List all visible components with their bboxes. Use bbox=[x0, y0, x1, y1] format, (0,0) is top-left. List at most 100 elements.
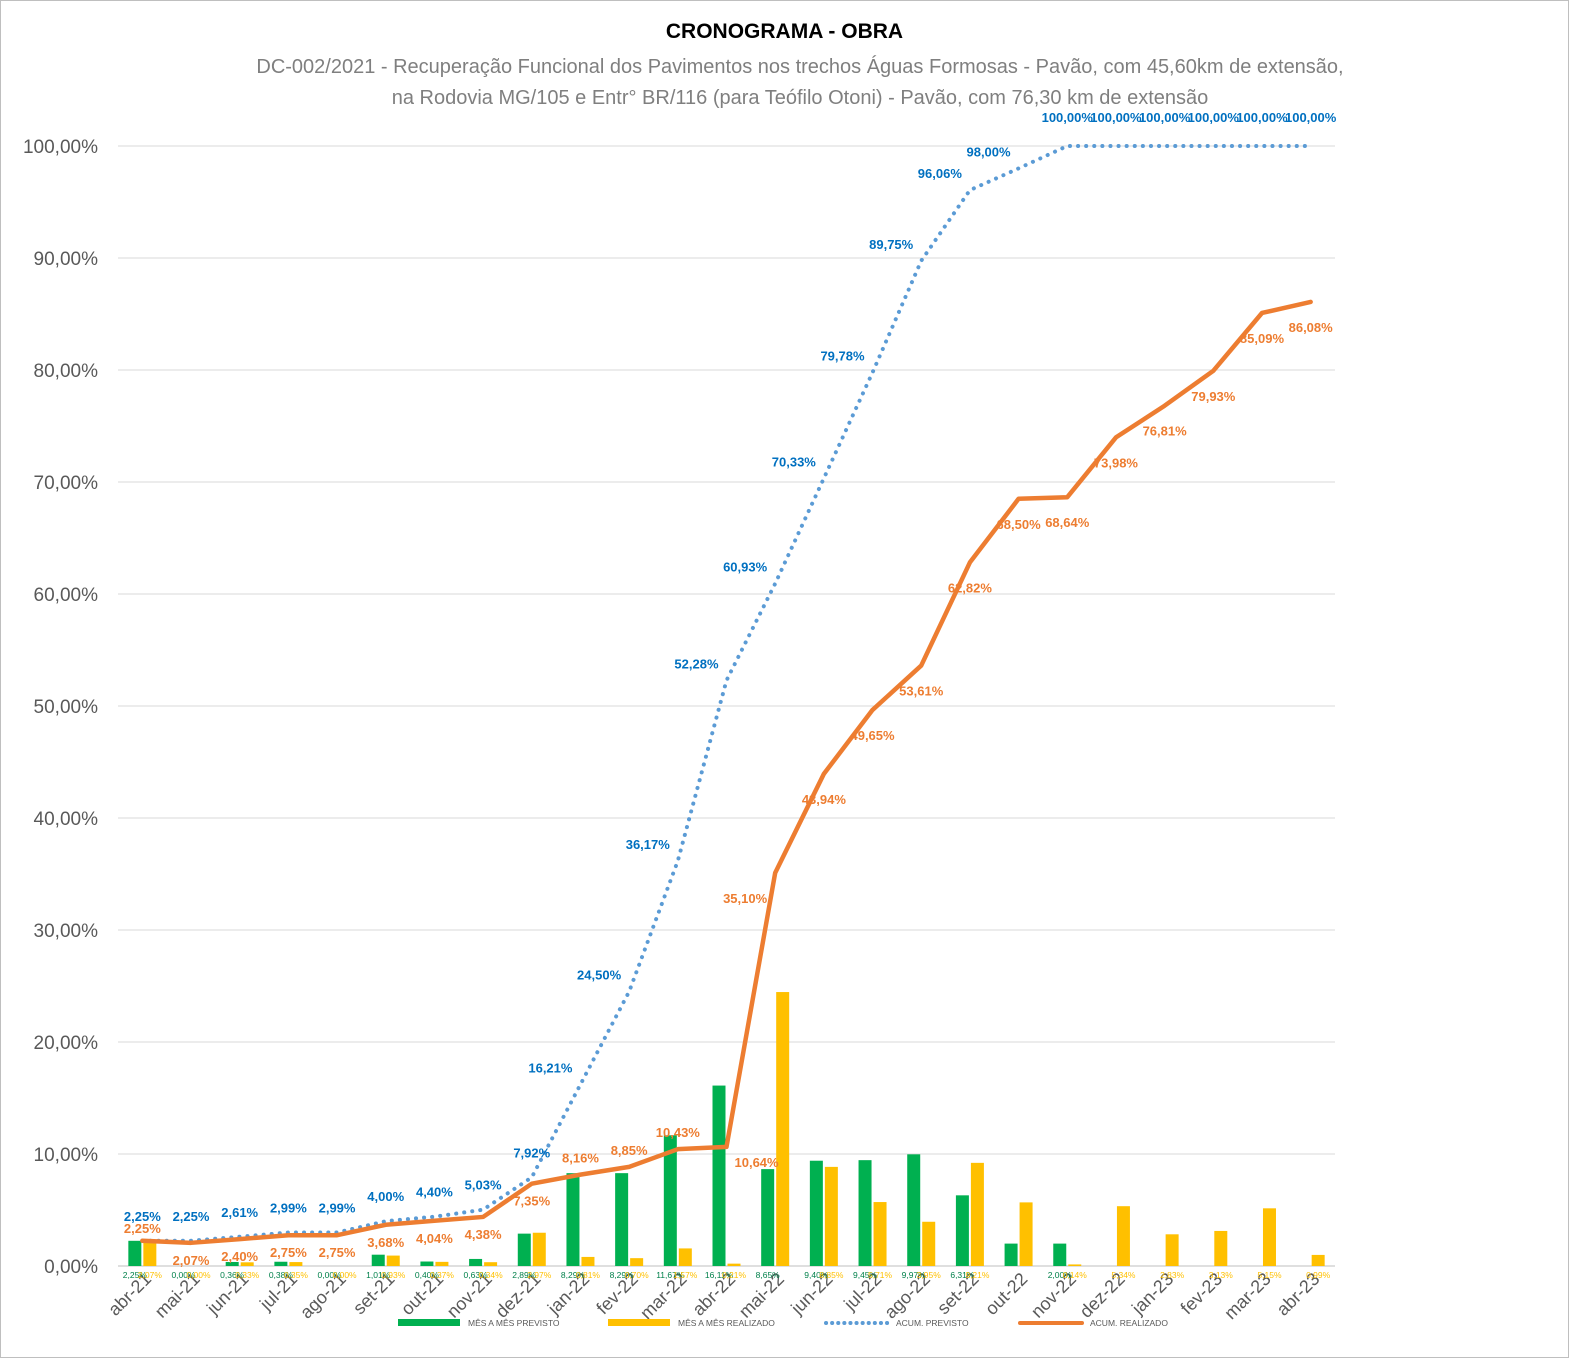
acum-realizado-label: 2,25% bbox=[124, 1221, 161, 1236]
y-tick-label: 30,00% bbox=[34, 921, 99, 942]
acum-previsto-label: 100,00% bbox=[1285, 110, 1337, 125]
bar-data-label: 2,97% bbox=[527, 1270, 552, 1280]
acum-previsto-line bbox=[140, 144, 1313, 1243]
bar-data-label: 8,65% bbox=[756, 1270, 781, 1280]
acum-previsto-label: 60,93% bbox=[723, 560, 768, 575]
acum-realizado-label: 4,04% bbox=[416, 1231, 453, 1246]
bar-data-label: 1,57% bbox=[673, 1270, 698, 1280]
acum-realizado-label: 62,82% bbox=[948, 580, 993, 595]
bar-data-label: 0,93% bbox=[381, 1270, 406, 1280]
acum-realizado-label: 2,07% bbox=[173, 1253, 210, 1268]
acum-previsto-label: 36,17% bbox=[626, 837, 671, 852]
bar bbox=[386, 1255, 400, 1266]
y-tick-label: 60,00% bbox=[34, 585, 99, 606]
legend-label: ACUM. REALIZADO bbox=[1090, 1318, 1168, 1328]
bar-data-label: 16,11% bbox=[705, 1270, 734, 1280]
bar bbox=[630, 1258, 644, 1266]
acum-realizado-label: 68,50% bbox=[997, 517, 1042, 532]
bar bbox=[873, 1202, 887, 1266]
y-tick-label: 40,00% bbox=[34, 809, 99, 830]
bar bbox=[1116, 1206, 1130, 1266]
bar-data-label: 3,95% bbox=[917, 1270, 942, 1280]
bar-data-label: 0,99% bbox=[1306, 1270, 1331, 1280]
bar-data-label: 2,25% bbox=[123, 1270, 148, 1280]
bar-data-label: 2,00% bbox=[1048, 1270, 1073, 1280]
bar bbox=[566, 1173, 580, 1266]
acum-previsto-label: 100,00% bbox=[1188, 110, 1240, 125]
acum-realizado-label: 73,98% bbox=[1094, 455, 1139, 470]
legend-label: MÊS A MÊS REALIZADO bbox=[678, 1318, 775, 1328]
bar bbox=[1165, 1234, 1179, 1266]
bar-data-label: 0,00% bbox=[333, 1270, 358, 1280]
bar-data-label: 0,35% bbox=[284, 1270, 309, 1280]
bars bbox=[128, 992, 1325, 1266]
bar bbox=[435, 1261, 449, 1266]
y-tick-label: 20,00% bbox=[34, 1033, 99, 1054]
acum-previsto-label: 2,61% bbox=[221, 1205, 258, 1220]
y-tick-label: 10,00% bbox=[34, 1145, 99, 1166]
acum-previsto-label: 89,75% bbox=[869, 237, 914, 252]
bar bbox=[1019, 1202, 1033, 1266]
bar-data-label: 9,45% bbox=[853, 1270, 878, 1280]
acum-previsto-label: 7,92% bbox=[513, 1145, 550, 1160]
bar bbox=[858, 1160, 872, 1266]
bar bbox=[517, 1233, 531, 1266]
bar bbox=[776, 992, 790, 1266]
legend-label: MÊS A MÊS PREVISTO bbox=[468, 1318, 560, 1328]
acum-realizado-label: 86,08% bbox=[1289, 320, 1334, 335]
bar bbox=[581, 1256, 595, 1266]
acum-previsto-label: 79,78% bbox=[820, 348, 865, 363]
y-tick-label: 70,00% bbox=[34, 473, 99, 494]
bar bbox=[907, 1154, 921, 1266]
chart-title: CRONOGRAMA - OBRA bbox=[665, 20, 904, 43]
bar-data-label: 9,40% bbox=[804, 1270, 829, 1280]
bar bbox=[1262, 1208, 1276, 1266]
bar-data-label: 0,70% bbox=[625, 1270, 650, 1280]
acum-realizado-label: 8,85% bbox=[611, 1143, 648, 1158]
acum-previsto-label: 70,33% bbox=[772, 454, 817, 469]
acum-previsto-label: 2,25% bbox=[124, 1209, 161, 1224]
bar-data-label: 0,38% bbox=[269, 1270, 294, 1280]
bar bbox=[1214, 1230, 1228, 1266]
bar bbox=[955, 1195, 969, 1266]
bar-data-label: 5,15% bbox=[1257, 1270, 1282, 1280]
acum-realizado-label: 8,16% bbox=[562, 1151, 599, 1166]
bar bbox=[970, 1162, 984, 1266]
acum-realizado-label: 4,38% bbox=[465, 1227, 502, 1242]
acum-previsto-label: 5,03% bbox=[465, 1178, 502, 1193]
bar bbox=[1068, 1264, 1082, 1266]
acum-previsto-label: 52,28% bbox=[674, 656, 719, 671]
legend-swatch bbox=[398, 1319, 460, 1326]
acum-previsto-label: 16,21% bbox=[528, 1060, 573, 1075]
acum-realizado-label: 2,75% bbox=[319, 1245, 356, 1260]
bar bbox=[225, 1261, 239, 1266]
bar-data-label: 0,33% bbox=[235, 1270, 260, 1280]
acum-realizado-line bbox=[140, 299, 1313, 1246]
legend-swatch bbox=[608, 1319, 670, 1326]
bar-data-label: 0,63% bbox=[464, 1270, 489, 1280]
acum-realizado-label: 2,75% bbox=[270, 1245, 307, 1260]
bar-data-label: 2,83% bbox=[1160, 1270, 1185, 1280]
bar bbox=[143, 1242, 157, 1266]
bar bbox=[712, 1085, 726, 1266]
acum-realizado-label: 43,94% bbox=[802, 792, 847, 807]
bar bbox=[615, 1173, 629, 1266]
acum-previsto-label: 2,99% bbox=[319, 1201, 356, 1216]
bar-data-label: 2,07% bbox=[138, 1270, 163, 1280]
y-tick-label: 100,00% bbox=[23, 137, 98, 158]
bar bbox=[809, 1160, 823, 1266]
acum-realizado-label: 76,81% bbox=[1143, 424, 1188, 439]
bar-data-label: 6,31% bbox=[950, 1270, 975, 1280]
bar-data-label: 1,01% bbox=[366, 1270, 391, 1280]
y-tick-label: 0,00% bbox=[44, 1257, 98, 1278]
grid-lines bbox=[118, 145, 1335, 1267]
acum-previsto-label: 4,00% bbox=[367, 1189, 404, 1204]
bar bbox=[274, 1261, 288, 1266]
bar-data-label: 0,21% bbox=[722, 1270, 747, 1280]
bar-data-label: 0,34% bbox=[479, 1270, 504, 1280]
acum-previsto-label: 100,00% bbox=[1236, 110, 1288, 125]
acum-realizado-label: 35,10% bbox=[723, 891, 768, 906]
bar bbox=[922, 1221, 936, 1266]
acum-realizado-label: 7,35% bbox=[513, 1194, 550, 1209]
